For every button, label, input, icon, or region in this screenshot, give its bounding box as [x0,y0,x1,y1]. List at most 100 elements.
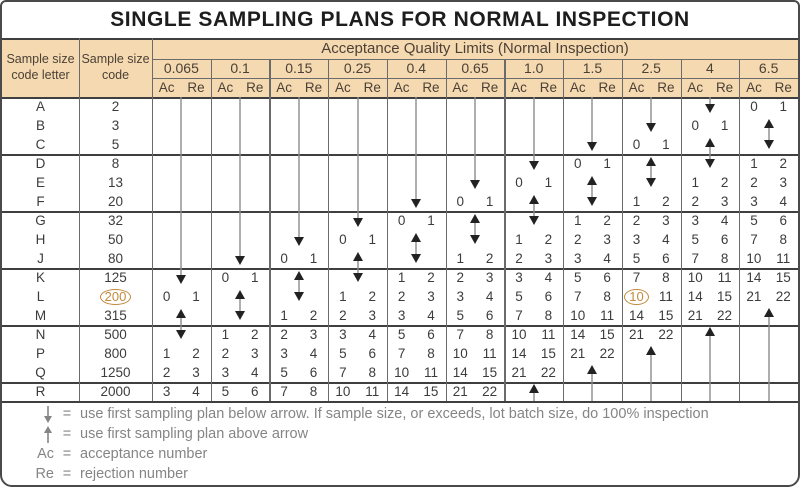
re-value: 1 [544,175,553,190]
re-value: 1 [779,99,788,114]
down-arrow-icon [646,97,657,132]
aql-level-label: 1.5 [582,60,603,76]
ac-value: 2 [397,289,406,304]
row-size: 50 [107,232,124,247]
re-value: 1 [720,118,729,133]
acre-header: Ac Re [563,78,622,97]
ac-value: 3 [574,251,582,266]
down-arrow-icon [704,97,715,113]
legend: = use first sampling plan below arrow. If… [2,401,798,485]
legend-row: Re = rejection number [2,464,798,484]
plan-cell: 21 22 [504,363,563,382]
size-circle: 200 [99,289,132,305]
ac-value: 10 [687,270,703,285]
re-label: Re [598,80,616,95]
re-value: 6 [485,308,494,323]
re-value: 2 [720,175,729,190]
re-value: 8 [779,232,788,247]
plan-cell: 21 22 [446,382,505,401]
re-value: 11 [717,270,732,285]
ac-value: 1 [632,194,641,209]
re-value: 2 [427,270,435,285]
ac-label: Ac [276,80,293,95]
row-size: 3 [111,118,120,133]
ac-value: 2 [221,346,230,361]
ac-value: 1 [515,232,523,247]
ac-value: 14 [746,270,762,285]
aql-level-label: 2.5 [641,60,661,76]
re-value: 2 [603,213,611,228]
ac-value: 5 [221,384,230,399]
re-value: 2 [779,156,788,171]
re-value: 1 [427,213,435,228]
row-letter: R [35,384,46,399]
row-size: 800 [104,346,127,361]
ac-value: 5 [397,327,406,342]
re-value: 8 [485,327,494,342]
grid-line [621,59,623,401]
re-value: 2 [192,346,200,361]
grid-line [2,268,798,270]
acre-header: Ac Re [681,78,740,97]
row-size: 8 [111,156,120,171]
ac-value: 0 [515,175,523,190]
grid-line [386,59,389,401]
re-value: 15 [775,270,791,285]
ac-value: 2 [162,365,171,380]
re-value: 8 [662,270,670,285]
re-value: 6 [251,384,259,399]
ac-value: 3 [162,384,171,399]
re-value: 6 [662,251,670,266]
re-value: 8 [544,308,553,323]
ac-value: 1 [691,175,699,190]
ac-value: 3 [339,327,347,342]
ac-value: 21 [628,327,644,342]
re-value: 11 [541,327,556,342]
row-letter: A [35,99,45,114]
re-value: 11 [423,365,438,380]
re-value: 22 [599,346,615,361]
re-label: Re [304,80,323,95]
ac-value: 2 [515,251,523,266]
double-arrow-icon [352,252,363,282]
ac-value: 21 [687,308,703,323]
ac-label: Ac [158,80,175,95]
row-letter: B [35,118,45,133]
legend-symbol [2,425,54,443]
re-value: 11 [482,346,497,361]
down-arrow-icon [44,405,52,423]
re-label: Re [422,80,440,95]
re-value: 8 [309,384,318,399]
ac-value: 0 [691,118,699,133]
ac-label: Ac [452,80,469,95]
grid-line [2,38,798,40]
ac-circle: 10 [624,289,649,305]
row-letter: H [35,232,46,247]
acre-header: Ac Re [739,78,798,97]
legend-symbol [2,405,54,423]
legend-symbol-label: Re [35,466,54,482]
ac-label: Ac [334,80,351,95]
legend-text: acceptance number [80,446,208,462]
double-arrow-icon [763,119,774,149]
grid-line [445,59,447,401]
grid-line [269,59,271,401]
re-value: 8 [603,289,611,304]
row-letter: F [36,194,45,209]
row-size: 2 [111,99,120,114]
re-value: 2 [662,194,670,209]
